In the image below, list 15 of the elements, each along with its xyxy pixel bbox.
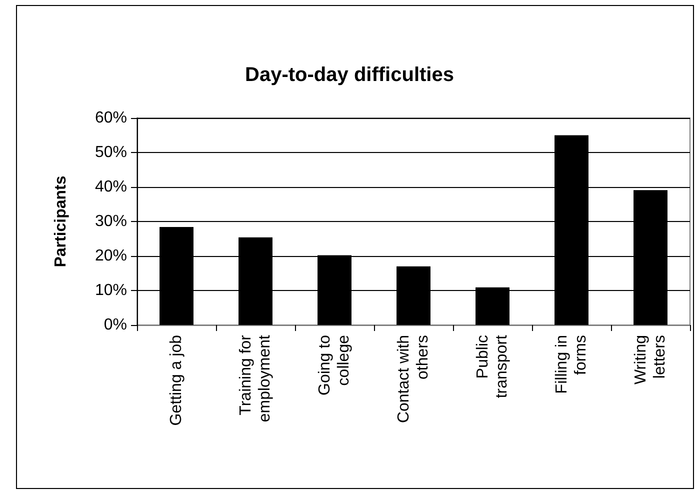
- x-tick-label: Going to college: [316, 334, 352, 396]
- x-tick-label: Getting a job: [168, 334, 185, 426]
- y-tick-label: 0%: [104, 316, 127, 334]
- x-tick-label: Contact with others: [396, 335, 432, 424]
- y-tick-label: 30%: [94, 213, 127, 230]
- x-tick-label: Filling in forms: [554, 335, 590, 394]
- y-tick-label: 10%: [94, 282, 127, 299]
- chart-title: Day-to-day difficulties: [245, 64, 454, 86]
- y-tick-label: 40%: [94, 178, 127, 196]
- y-axis-title: Participants: [52, 176, 70, 268]
- y-tick-label: 20%: [94, 248, 127, 264]
- x-tick-label: Writing letters: [632, 335, 668, 384]
- y-tick-label: 50%: [94, 144, 127, 161]
- y-tick-label: 60%: [94, 110, 127, 126]
- x-tick-label: Training for employment: [238, 334, 274, 422]
